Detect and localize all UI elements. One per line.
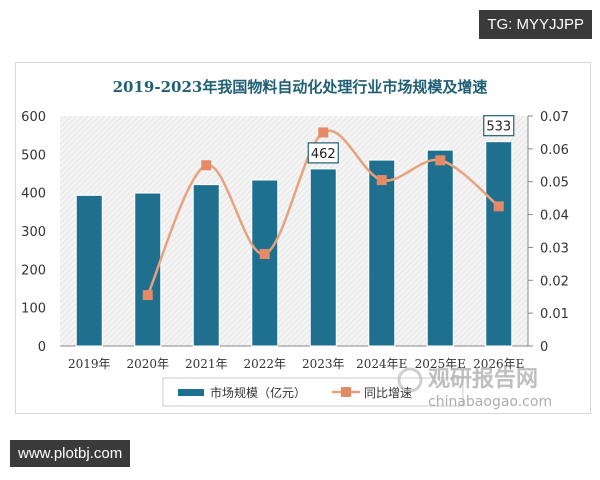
bar — [251, 179, 279, 347]
line-marker — [142, 290, 153, 301]
bar — [485, 141, 513, 347]
chart-frame — [15, 62, 591, 414]
line-marker — [201, 160, 212, 171]
legend-line-marker — [341, 387, 351, 397]
left-tick-label: 600 — [21, 110, 46, 125]
data-label: 533 — [486, 120, 511, 135]
bar — [309, 168, 337, 347]
left-tick-label: 500 — [21, 148, 46, 163]
chart-title: 2019-2023年我国物料自动化处理行业市场规模及增速 — [113, 78, 488, 96]
left-tick-label: 400 — [21, 187, 46, 202]
right-tick-label: 0.01 — [540, 307, 569, 322]
line-marker — [259, 249, 270, 259]
right-tick-label: 0.06 — [540, 143, 569, 158]
right-tick-label: 0 — [540, 340, 548, 355]
x-tick-label: 2021年 — [185, 357, 228, 371]
bar — [368, 159, 396, 347]
right-tick-label: 0.07 — [540, 110, 569, 125]
left-tick-label: 0 — [38, 340, 46, 355]
right-tick-label: 0.03 — [540, 241, 569, 256]
x-tick-label: 2019年 — [68, 357, 111, 371]
left-tick-label: 300 — [21, 225, 46, 240]
x-tick-label: 2024年E — [356, 357, 407, 371]
legend-bar-label: 市场规模（亿元） — [210, 385, 306, 400]
x-tick-label: 2023年 — [302, 357, 345, 371]
right-tick-label: 0.05 — [540, 176, 569, 191]
left-tick-label: 100 — [21, 302, 46, 317]
data-label-box — [307, 142, 339, 164]
plot-area — [60, 116, 528, 346]
line-marker — [493, 201, 504, 212]
x-tick-label: 2022年 — [243, 357, 286, 371]
line-marker — [318, 127, 329, 138]
left-tick-label: 200 — [21, 263, 46, 278]
data-label-box — [483, 115, 515, 137]
logo-en: chinabaogao.com — [428, 394, 552, 410]
legend-bar-swatch — [178, 389, 204, 396]
logo-icon — [397, 367, 423, 393]
right-tick-label: 0.04 — [540, 209, 569, 224]
x-tick-label: 2025年E — [415, 357, 466, 371]
watermark-bottom: www.plotbj.com — [10, 440, 131, 467]
bar — [75, 194, 103, 347]
bar — [192, 184, 220, 347]
x-tick-label: 2020年 — [126, 357, 169, 371]
logo-cn: 观研报告网 — [428, 367, 538, 392]
watermark-top: TG: MYYJJPP — [479, 10, 592, 39]
line-marker — [435, 155, 446, 166]
legend-line-label: 同比增速 — [364, 386, 412, 400]
line-marker — [376, 175, 387, 186]
x-tick-label: 2026年E — [473, 357, 524, 371]
bar — [426, 149, 454, 347]
right-tick-label: 0.02 — [540, 274, 569, 289]
legend-box — [162, 377, 464, 407]
data-label: 462 — [311, 147, 336, 162]
